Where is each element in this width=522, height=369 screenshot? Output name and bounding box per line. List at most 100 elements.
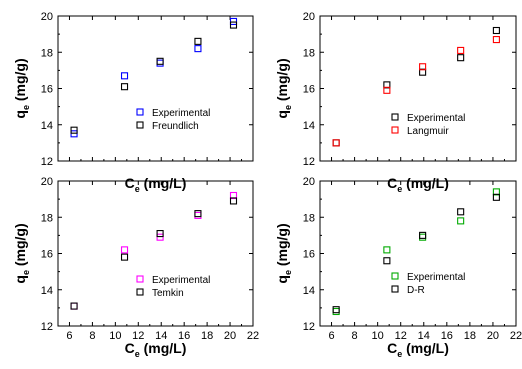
legend-label: Temkin: [152, 288, 184, 299]
data-point-model: [492, 193, 500, 201]
y-tick-label: 14: [303, 285, 315, 297]
y-tick-label: 18: [303, 212, 315, 224]
legend-label: Experimental: [407, 113, 465, 124]
plot-frame: [57, 180, 254, 327]
y-tick-label: 16: [41, 84, 53, 96]
data-point-experimental: [194, 45, 202, 53]
x-tick-label: 12: [395, 330, 407, 342]
chart-panel-1: 12 14 16 18 20 Ce (mg/L) qe (mg/g) Experimental…: [12, 11, 254, 194]
x-tick-label: 12: [132, 330, 144, 342]
data-point-experimental: [120, 246, 129, 254]
legend-marker: [391, 126, 399, 134]
legend-marker: [136, 121, 144, 129]
y-tick-label: 20: [303, 11, 315, 23]
y-tick-label: 16: [41, 249, 53, 261]
data-point-experimental: [457, 217, 465, 225]
legend-marker: [136, 275, 144, 283]
data-point-model: [419, 63, 427, 71]
data-point-experimental: [229, 191, 238, 200]
data-point-model: [457, 46, 465, 54]
y-axis-title: qe (mg/g): [12, 58, 31, 118]
legend-marker: [391, 272, 399, 280]
x-tick-label: 22: [247, 330, 259, 342]
x-axis-title: Ce (mg/L): [125, 340, 187, 359]
x-tick-label: 8: [89, 330, 95, 342]
legend-label: Langmuir: [407, 126, 449, 137]
y-axis-title: qe (mg/g): [274, 223, 293, 283]
data-point-experimental: [120, 72, 129, 80]
y-tick-label: 18: [41, 212, 53, 224]
legend-label: Freundlich: [152, 121, 199, 132]
data-point-model: [492, 36, 500, 44]
plot-frame: [319, 180, 517, 327]
data-point-model: [332, 306, 340, 314]
legend-marker: [136, 288, 144, 296]
chart-panel-2: 12 14 16 18 20 Ce (mg/L) qe (mg/g) Experimental…: [274, 11, 517, 194]
y-tick-label: 14: [303, 120, 315, 132]
data-point-experimental: [194, 211, 202, 219]
y-tick-label: 12: [41, 321, 53, 333]
data-point-model: [419, 231, 427, 239]
legend-label: Experimental: [152, 275, 210, 286]
x-tick-label: 10: [372, 330, 384, 342]
data-point-experimental: [492, 26, 500, 35]
data-point-model: [70, 302, 78, 310]
x-tick-label: 6: [66, 330, 72, 342]
data-point-experimental: [229, 17, 238, 25]
data-point-experimental: [156, 233, 164, 241]
data-point-experimental: [332, 139, 340, 147]
x-tick-label: 14: [418, 330, 430, 342]
data-point-experimental: [383, 81, 391, 89]
data-point-experimental: [457, 54, 465, 62]
data-point-model: [332, 139, 340, 147]
legend-marker: [391, 113, 399, 121]
y-tick-label: 18: [303, 47, 315, 59]
x-tick-label: 6: [328, 330, 334, 342]
data-point-experimental: [70, 130, 78, 138]
y-axis-title: qe (mg/g): [274, 58, 293, 118]
y-tick-label: 14: [41, 120, 53, 132]
data-point-model: [120, 83, 129, 91]
data-point-experimental: [419, 233, 427, 241]
x-tick-label: 10: [109, 330, 121, 342]
data-point-experimental: [383, 246, 391, 254]
chart-panel-3: 6 8 10 12 14 16 18 20 22 12 14 16 18 20 Ce (mg/L) qe (m…: [12, 176, 259, 359]
data-point-model: [194, 37, 202, 45]
x-axis-title: Ce (mg/L): [387, 340, 449, 359]
data-point-experimental: [419, 68, 427, 76]
legend-label: Experimental: [407, 272, 465, 283]
y-tick-label: 12: [41, 156, 53, 168]
x-tick-label: 20: [224, 330, 236, 342]
y-tick-label: 14: [41, 285, 53, 297]
x-tick-label: 18: [201, 330, 213, 342]
plot-frame: [319, 15, 517, 162]
data-point-experimental: [492, 188, 500, 196]
data-point-model: [383, 257, 391, 265]
y-tick-label: 12: [303, 321, 315, 333]
legend-label: D-R: [407, 285, 425, 296]
data-point-model: [457, 208, 465, 216]
data-point-model: [120, 253, 129, 261]
y-tick-label: 18: [41, 47, 53, 59]
x-tick-label: 22: [510, 330, 522, 342]
x-axis-title: Ce (mg/L): [387, 175, 449, 194]
data-point-model: [194, 210, 202, 218]
x-tick-label: 16: [178, 330, 190, 342]
y-axis-title: qe (mg/g): [12, 223, 31, 283]
data-point-model: [156, 230, 164, 238]
y-tick-label: 12: [303, 156, 315, 168]
data-point-model: [383, 86, 391, 94]
data-point-model: [156, 57, 164, 65]
legend-label: Experimental: [152, 108, 210, 119]
legend-marker: [136, 108, 144, 116]
y-tick-label: 20: [303, 176, 315, 188]
x-tick-label: 18: [464, 330, 476, 342]
data-point-experimental: [70, 302, 78, 310]
x-tick-label: 8: [352, 330, 358, 342]
x-axis-title: Ce (mg/L): [125, 175, 187, 194]
data-point-model: [229, 197, 238, 205]
x-tick-label: 14: [155, 330, 167, 342]
chart-panel-4: 6 8 10 12 14 16 18 20 22 12 14 16 18 20 Ce (mg/L) qe (m…: [274, 176, 522, 359]
plot-frame: [57, 15, 254, 162]
